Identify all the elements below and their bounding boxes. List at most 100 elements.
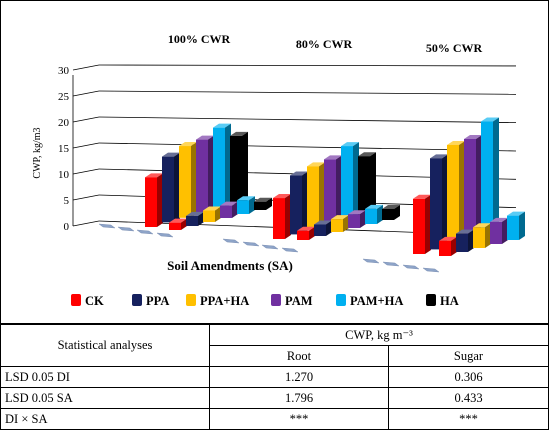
bar-sugar-ppa-g2 (314, 220, 332, 236)
floor-tile (261, 244, 279, 250)
y-tick-label: 5 (64, 195, 70, 207)
y-tick-label: 30 (58, 65, 70, 77)
bar-root-ppa-ha-g3 (447, 140, 465, 245)
floor-tile (382, 261, 400, 267)
bar-root-ck-g3 (413, 194, 431, 254)
x-axis-label: Soil Amendments (SA) (167, 258, 293, 273)
table-row: LSD 0.05 SA 1.796 0.433 (0, 387, 549, 409)
bar-root-pam-g1 (196, 135, 214, 214)
legend-item-ppa-ha: PPA+HA (186, 294, 249, 308)
legend-swatch (271, 294, 281, 306)
y-tick-label: 10 (58, 169, 70, 181)
legend-label: PPA+HA (200, 294, 249, 308)
floor-tile (362, 258, 380, 264)
legend-label: PPA (146, 294, 169, 308)
grid-layer: 0 5 10 15 20 25 30 (58, 64, 517, 237)
floor-tile (98, 223, 116, 229)
statistics-table: Statistical analyses CWP, kg m⁻³ Root Su… (0, 324, 549, 430)
bar-root-ppa-g2 (290, 171, 308, 235)
bar-root-ppa-ha-g1 (179, 142, 197, 218)
floor-tile (402, 264, 420, 270)
legend-swatch (186, 294, 196, 306)
root-value: *** (209, 408, 389, 430)
grid-line (98, 90, 517, 95)
bar-root-pam-g2 (324, 155, 342, 226)
y-tick-label: 20 (58, 117, 70, 129)
grid-side-line (72, 194, 100, 201)
bar-root-ck-g1 (145, 173, 163, 227)
group-label-1: 100% CWR (168, 32, 231, 46)
grid-line (98, 142, 517, 152)
bar-sugar-ppa-g1 (186, 211, 204, 226)
bar-sugar-pam-ha-g3 (507, 211, 525, 240)
sugar-value: *** (388, 408, 549, 430)
bar-sugar-ck-g3 (439, 236, 457, 256)
bar-sugar-ppa-ha-g3 (473, 223, 491, 248)
floor-tile (422, 267, 440, 273)
sugar-value: 0.306 (388, 366, 549, 388)
bar-root-ppa-g1 (162, 152, 180, 223)
table-row: DI × SA *** *** (0, 408, 549, 430)
y-tick-label: 25 (58, 91, 70, 103)
grid-line (98, 64, 517, 67)
floor-tile (117, 226, 135, 232)
header-sugar: Sugar (388, 345, 549, 367)
legend-label: PAM+HA (350, 294, 403, 308)
header-statistical-analyses: Statistical analyses (0, 324, 210, 367)
header-root: Root (209, 345, 389, 367)
grid-side-line (72, 220, 100, 227)
group-label-2: 80% CWR (296, 37, 353, 51)
legend-item-pam: PAM (271, 294, 313, 308)
legend-item-ck: CK (71, 294, 104, 308)
bar-root-ppa-ha-g2 (307, 162, 325, 230)
floor-tile (281, 247, 299, 253)
bar-root-pam-g3 (464, 135, 482, 241)
chart-frame: 0 5 10 15 20 25 30 CWP, kg/m3 Soil Amendments … (0, 0, 549, 324)
sugar-value: 0.433 (388, 387, 549, 409)
grid-side-line (72, 168, 100, 175)
grid-side-line (72, 116, 100, 123)
bar-sugar-ppa-ha-g1 (203, 206, 221, 222)
legend-item-ppa: PPA (132, 294, 169, 308)
legend-item-pam-ha: PAM+HA (336, 294, 403, 308)
bar-layer (98, 117, 525, 273)
grid-line (98, 116, 517, 124)
bar-sugar-ha-g1 (254, 197, 272, 210)
bar-root-pam-ha-g2 (341, 142, 359, 221)
legend-swatch (336, 294, 346, 306)
bar-root-ppa-g3 (430, 154, 448, 250)
y-axis-label: CWP, kg/m3 (32, 127, 43, 178)
floor-tile (136, 229, 154, 235)
row-label: LSD 0.05 DI (0, 366, 210, 388)
group-label-3: 50% CWR (426, 41, 483, 55)
y-tick-label: 15 (58, 143, 70, 155)
bar-root-ha-g1 (230, 131, 248, 204)
table-header-row: Statistical analyses CWP, kg m⁻³ (0, 324, 549, 367)
legend-swatch (132, 294, 142, 306)
legend-label: HA (440, 294, 459, 308)
bar-sugar-pam-ha-g1 (237, 196, 255, 214)
bar-root-pam-ha-g1 (213, 123, 231, 209)
legend-label: CK (85, 294, 104, 308)
grid-side-line (72, 64, 100, 71)
legend-item-ha: HA (426, 294, 459, 308)
header-cwp: CWP, kg m⁻³ (209, 324, 549, 346)
root-value: 1.270 (209, 366, 389, 388)
row-label: LSD 0.05 SA (0, 387, 210, 409)
bar-sugar-ck-g2 (297, 226, 315, 240)
floor-tile (222, 238, 240, 244)
legend-label: PAM (285, 294, 313, 308)
bar-root-pam-ha-g3 (481, 117, 499, 236)
bar-sugar-ck-g1 (169, 218, 187, 230)
grid-side-line (72, 90, 100, 97)
table-row: LSD 0.05 DI 1.270 0.306 (0, 366, 549, 388)
bar-sugar-pam-g1 (220, 201, 238, 218)
text-layer: CWP, kg/m3 Soil Amendments (SA) 100% CWR… (32, 32, 482, 273)
legend-swatch (426, 294, 436, 306)
floor-tile (156, 232, 174, 238)
floor-tile (242, 241, 260, 247)
bar-sugar-ha-g2 (382, 204, 400, 220)
bar-sugar-ppa-g3 (456, 229, 474, 252)
y-tick-label: 0 (64, 221, 70, 233)
bar-sugar-ppa-ha-g2 (331, 215, 349, 232)
